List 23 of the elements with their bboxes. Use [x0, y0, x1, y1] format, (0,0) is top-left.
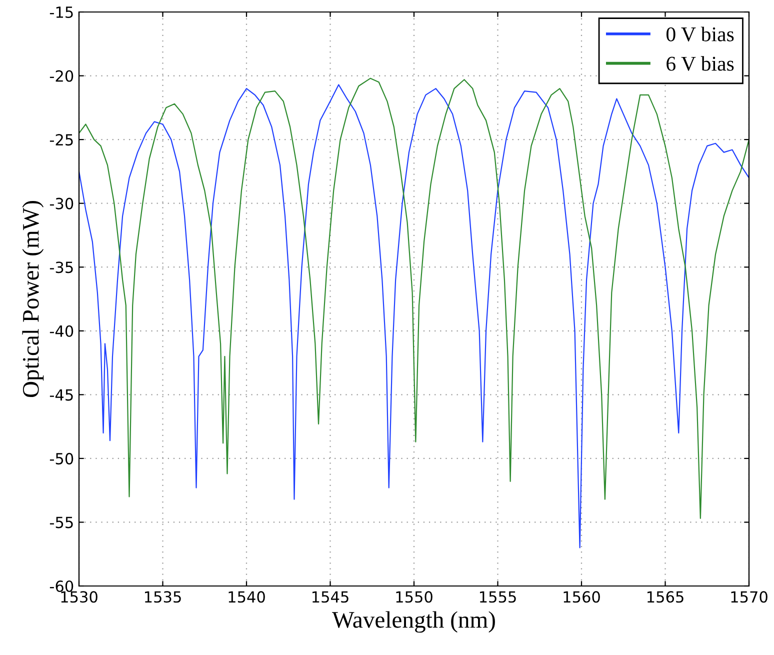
x-tick-label: 1545 [312, 591, 348, 603]
y-tick-label: -60 [50, 580, 74, 592]
x-tick-label: 1530 [61, 591, 98, 603]
y-tick-label: -40 [50, 325, 74, 337]
y-tick-label: -45 [50, 389, 73, 401]
y-tick-label: -20 [50, 70, 74, 82]
x-tick-label: 1540 [228, 591, 265, 603]
x-tick-label: 1550 [396, 591, 432, 603]
x-tick-label: 1555 [480, 591, 516, 603]
y-tick-label: -30 [50, 198, 74, 210]
y-tick-label: -50 [50, 452, 74, 464]
y-tick-label: -25 [50, 134, 73, 146]
legend-label: 6 V bias [666, 56, 734, 71]
y-tick-label: -15 [50, 6, 73, 18]
x-tick-label: 1535 [144, 591, 181, 603]
x-tick-label: 1565 [647, 591, 684, 603]
x-tick-label: 1560 [564, 591, 600, 603]
x-axis-title: Wavelength (nm) [332, 611, 495, 633]
legend-label: 0 V bias [666, 26, 734, 42]
x-tick-label: 1570 [731, 591, 768, 603]
y-tick-label: -55 [50, 516, 73, 528]
y-tick-label: -35 [50, 262, 73, 274]
y-axis-title: Optical Power (mW) [22, 201, 44, 398]
